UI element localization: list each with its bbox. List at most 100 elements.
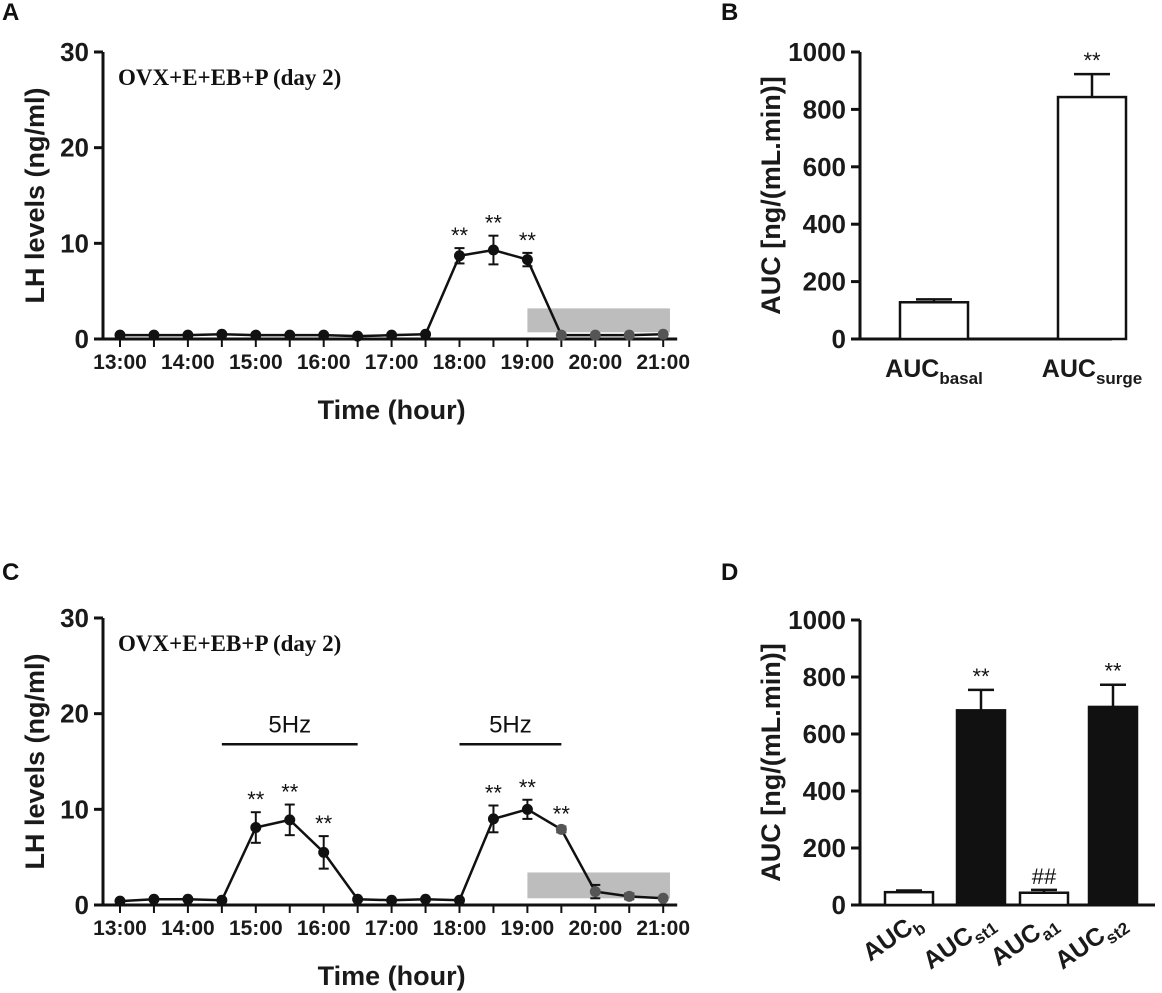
category-label: AUCa1 (986, 907, 1065, 976)
y-tick-label: 600 (803, 152, 846, 182)
significance-marker: ** (485, 211, 503, 236)
y-tick-label: 200 (803, 267, 846, 297)
panel-a-line-chart: 0 10 20 30 13:00 14:00 15:00 16:00 17:00 18:00 19:… (20, 37, 690, 425)
significance-marker: ** (315, 811, 333, 836)
category-main: AUC (885, 355, 939, 383)
data-point (589, 329, 601, 341)
panel-label-b: B (721, 0, 738, 26)
y-tick-label: 30 (60, 603, 89, 633)
significance-marker: ## (1032, 864, 1057, 889)
panel-label-a: A (2, 0, 19, 26)
y-tick-label: 400 (803, 776, 846, 806)
bar (1018, 891, 1070, 907)
y-tick-label: 1000 (788, 605, 846, 635)
category-label: AUCst1 (918, 907, 1001, 979)
condition-annotation: OVX+E+EB+P (day 2) (118, 631, 341, 656)
data-point (623, 890, 635, 902)
y-tick-label: 20 (60, 133, 89, 163)
data-point (454, 250, 465, 262)
data-point (216, 894, 228, 906)
x-tick-label: 15:00 (229, 917, 283, 940)
data-point (623, 329, 635, 341)
data-point (386, 329, 398, 341)
x-axis-label: Time (hour) (318, 395, 466, 425)
data-point (250, 822, 262, 834)
x-tick-label: 15:00 (229, 351, 283, 374)
significance-marker: ** (972, 664, 990, 689)
y-tick-label: 0 (75, 890, 89, 920)
data-point (420, 328, 432, 340)
y-axis-label: LH levels (ng/ml) (20, 653, 50, 869)
x-tick-label: 16:00 (297, 351, 351, 374)
bar (1087, 705, 1139, 907)
x-tick-label: 21:00 (636, 917, 690, 940)
y-tick-label: 600 (803, 719, 846, 749)
data-point (589, 886, 601, 898)
panel-c-line-chart: 0 10 20 30 13:00 14:00 15:00 16:00 17:00 18:00 19:… (20, 603, 690, 991)
x-tick-label: 20:00 (568, 917, 622, 940)
y-axis-label: AUC [ng/(mL.min)] (756, 643, 786, 881)
significance-marker: ** (485, 781, 503, 806)
data-point (386, 894, 398, 906)
category-label: AUCbasal (885, 355, 983, 388)
panel-label-c: C (2, 559, 19, 586)
y-tick-label: 10 (60, 228, 89, 258)
bar (1056, 95, 1128, 341)
x-tick-label: 13:00 (93, 351, 147, 374)
data-point (420, 893, 432, 905)
category-subscript: surge (1096, 369, 1142, 388)
x-tick-label: 18:00 (433, 917, 487, 940)
x-tick-label: 13:00 (93, 917, 147, 940)
category-subscript: basal (939, 369, 982, 388)
data-point (454, 894, 465, 906)
y-tick-label: 30 (60, 37, 89, 67)
y-tick-label: 10 (60, 794, 89, 824)
condition-annotation: OVX+E+EB+P (day 2) (118, 65, 341, 90)
stimulation-label: 5Hz (268, 711, 311, 738)
category-label: AUCst2 (1050, 907, 1133, 979)
data-point (318, 846, 330, 858)
y-tick-label: 1000 (788, 37, 846, 67)
category-label: AUCb (857, 907, 929, 971)
panel-label-d: D (721, 559, 738, 586)
x-tick-label: 18:00 (433, 351, 487, 374)
y-axis-label: AUC [ng/(mL.min)] (756, 76, 786, 314)
data-point (487, 813, 499, 825)
data-point (284, 329, 296, 341)
data-point (657, 892, 669, 904)
significance-marker: ** (281, 780, 299, 805)
data-point (318, 329, 330, 341)
x-tick-label: 16:00 (297, 917, 351, 940)
bar (883, 890, 935, 907)
significance-marker: ** (451, 223, 469, 248)
significance-marker: ** (1104, 659, 1122, 684)
category-main: AUC (1042, 355, 1096, 383)
significance-marker: ** (247, 787, 265, 812)
data-point (182, 893, 194, 905)
data-point (555, 329, 567, 341)
bar (898, 301, 970, 341)
x-tick-label: 17:00 (365, 917, 419, 940)
data-point (250, 329, 262, 341)
category-main: AUC (918, 921, 978, 975)
significance-marker: ** (519, 228, 537, 253)
x-tick-label: 19:00 (501, 917, 555, 940)
data-point (216, 328, 228, 340)
stimulation-label: 5Hz (489, 711, 532, 738)
x-tick-label: 20:00 (568, 351, 622, 374)
y-tick-label: 0 (832, 890, 846, 920)
data-point (555, 823, 567, 835)
y-tick-label: 0 (832, 324, 846, 354)
bar (955, 709, 1007, 907)
y-axis-label: LH levels (ng/ml) (20, 87, 50, 303)
x-tick-label: 14:00 (161, 917, 215, 940)
data-point (114, 895, 126, 907)
data-point (521, 254, 533, 266)
data-point (148, 893, 160, 905)
shaded-region (527, 308, 670, 333)
data-point (148, 329, 160, 341)
significance-marker: ** (519, 775, 537, 800)
y-tick-label: 200 (803, 833, 846, 863)
